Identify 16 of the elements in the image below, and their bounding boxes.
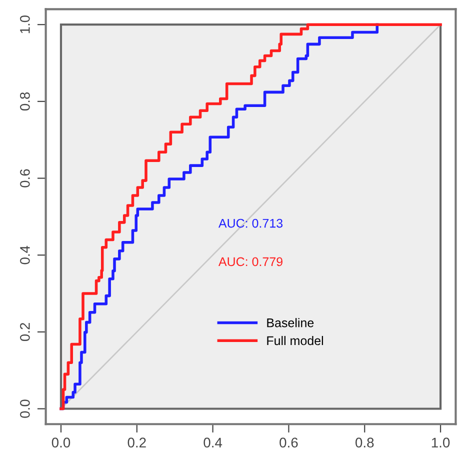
x-tick-label: 0.0: [52, 438, 70, 448]
y-tick-label: 0.6: [20, 169, 30, 188]
x-tick-label: 0.8: [356, 438, 374, 448]
legend-label: Baseline: [267, 318, 314, 328]
y-tick-label: 1.0: [20, 15, 30, 34]
y-tick-label: 0.0: [20, 400, 30, 418]
y-tick-label: 0.2: [20, 322, 30, 342]
x-tick-label: 0.2: [128, 438, 146, 448]
annotation: AUC: 0.779: [218, 257, 282, 266]
x-tick-label: 0.6: [280, 438, 298, 448]
y-tick-label: 0.4: [20, 246, 30, 264]
legend-label: Full model: [267, 336, 323, 346]
y-tick-label: 0.8: [20, 92, 30, 111]
x-tick-label: 0.4: [204, 438, 222, 448]
annotation: AUC: 0.713: [218, 218, 283, 228]
x-tick-label: 1.0: [432, 438, 450, 448]
